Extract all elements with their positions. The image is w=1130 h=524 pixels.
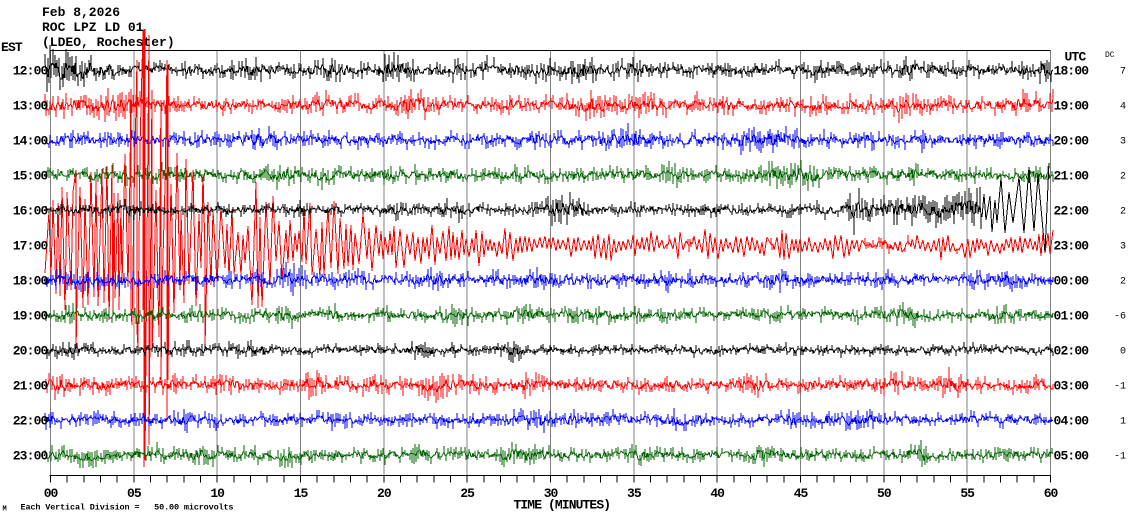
svg-text:04:00: 04:00 <box>1054 414 1090 429</box>
svg-text:EST: EST <box>1 40 23 55</box>
svg-text:40: 40 <box>710 486 725 501</box>
svg-text:23:00: 23:00 <box>1054 239 1090 254</box>
svg-text:21:00: 21:00 <box>13 379 49 394</box>
svg-text:25: 25 <box>460 486 475 501</box>
svg-text:Each Vertical Division = 50.: Each Vertical Division = 50.00 microvolt… <box>21 503 234 513</box>
svg-text:3: 3 <box>1120 242 1126 253</box>
svg-text:20:00: 20:00 <box>13 344 49 359</box>
svg-text:17:00: 17:00 <box>13 239 49 254</box>
svg-text:Feb 8,2026: Feb 8,2026 <box>42 5 120 20</box>
svg-text:05:00: 05:00 <box>1054 449 1090 464</box>
svg-text:2: 2 <box>1120 277 1126 288</box>
svg-text:15: 15 <box>294 486 309 501</box>
svg-text:03:00: 03:00 <box>1054 379 1090 394</box>
svg-text:30: 30 <box>544 486 559 501</box>
svg-text:18:00: 18:00 <box>13 274 49 289</box>
svg-text:(LDEO, Rochester): (LDEO, Rochester) <box>42 35 175 50</box>
svg-text:20: 20 <box>377 486 392 501</box>
svg-text:15:00: 15:00 <box>13 169 49 184</box>
svg-text:UTC: UTC <box>1065 50 1087 65</box>
svg-text:2: 2 <box>1120 207 1126 218</box>
svg-text:-1: -1 <box>1114 452 1126 463</box>
svg-text:55: 55 <box>960 486 975 501</box>
svg-text:50: 50 <box>877 486 892 501</box>
svg-text:35: 35 <box>627 486 642 501</box>
svg-text:16:00: 16:00 <box>13 204 49 219</box>
svg-text:19:00: 19:00 <box>1054 99 1090 114</box>
svg-text:00: 00 <box>44 486 59 501</box>
svg-text:14:00: 14:00 <box>13 134 49 149</box>
svg-text:22:00: 22:00 <box>13 414 49 429</box>
svg-text:05: 05 <box>127 486 142 501</box>
svg-text:ROC LPZ LD 01: ROC LPZ LD 01 <box>42 20 144 35</box>
svg-text:02:00: 02:00 <box>1054 344 1090 359</box>
svg-text:13:00: 13:00 <box>13 99 49 114</box>
svg-text:2: 2 <box>1120 172 1126 183</box>
svg-text:20:00: 20:00 <box>1054 134 1090 149</box>
svg-text:1: 1 <box>1120 417 1126 428</box>
svg-text:M: M <box>3 506 7 514</box>
svg-text:12:00: 12:00 <box>13 64 49 79</box>
svg-text:7: 7 <box>1120 67 1126 78</box>
svg-text:23:00: 23:00 <box>13 449 49 464</box>
svg-text:3: 3 <box>1120 137 1126 148</box>
svg-text:18:00: 18:00 <box>1054 64 1090 79</box>
svg-text:60: 60 <box>1044 486 1059 501</box>
svg-text:45: 45 <box>794 486 809 501</box>
svg-text:01:00: 01:00 <box>1054 309 1090 324</box>
svg-text:10: 10 <box>210 486 225 501</box>
svg-text:22:00: 22:00 <box>1054 204 1090 219</box>
svg-text:DC: DC <box>1105 51 1115 60</box>
svg-text:00:00: 00:00 <box>1054 274 1090 289</box>
svg-text:4: 4 <box>1120 102 1126 113</box>
svg-text:21:00: 21:00 <box>1054 169 1090 184</box>
svg-text:0: 0 <box>1120 347 1126 358</box>
svg-text:-6: -6 <box>1114 312 1126 323</box>
svg-text:-1: -1 <box>1114 382 1126 393</box>
svg-text:19:00: 19:00 <box>13 309 49 324</box>
svg-text:TIME (MINUTES): TIME (MINUTES) <box>514 498 611 513</box>
